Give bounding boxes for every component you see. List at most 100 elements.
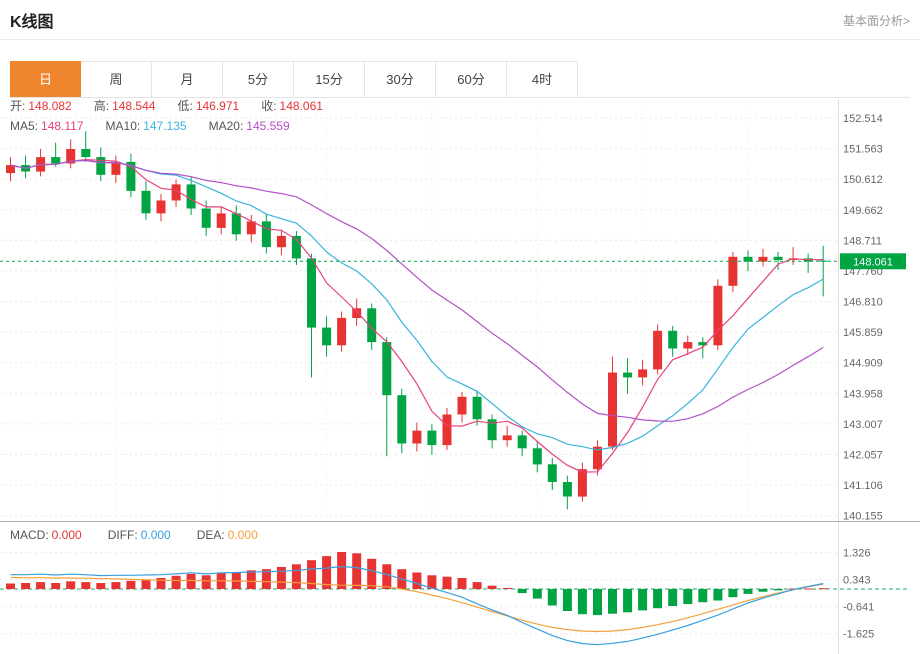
macd-bar[interactable] (427, 575, 437, 589)
candle-body[interactable] (81, 149, 91, 157)
candle-body[interactable] (186, 184, 196, 209)
candle-body[interactable] (216, 213, 226, 228)
candle-body[interactable] (593, 446, 602, 470)
macd-bar[interactable] (382, 564, 392, 589)
candle-body[interactable] (668, 330, 678, 349)
macd-bar[interactable] (337, 552, 347, 589)
macd-bar[interactable] (773, 589, 783, 591)
macd-chart[interactable]: 1.326 0.343 -0.641 -1.625 (0, 522, 920, 654)
macd-bar[interactable] (743, 589, 753, 594)
macd-bar[interactable] (322, 556, 332, 589)
macd-bar[interactable] (367, 558, 377, 589)
macd-bar[interactable] (141, 579, 151, 589)
candle-body[interactable] (623, 372, 633, 378)
candle-body[interactable] (397, 395, 407, 444)
macd-bar[interactable] (547, 589, 557, 606)
macd-bar[interactable] (276, 567, 286, 589)
candle-body[interactable] (442, 414, 452, 446)
candle-body[interactable] (743, 256, 753, 262)
candle-body[interactable] (367, 308, 377, 343)
candlestick-chart[interactable]: 152.514151.563150.612149.662148.711147.7… (0, 100, 920, 522)
candle-body[interactable] (773, 256, 783, 260)
candle-body[interactable] (502, 435, 512, 441)
candle-body[interactable] (653, 330, 663, 370)
candle-body[interactable] (728, 256, 738, 286)
macd-bar[interactable] (126, 580, 136, 589)
candle-body[interactable] (457, 396, 467, 415)
candle-body[interactable] (517, 435, 527, 449)
tab-月[interactable]: 月 (152, 61, 223, 97)
candle-body[interactable] (577, 469, 587, 497)
macd-bar[interactable] (307, 560, 316, 589)
candle-body[interactable] (547, 464, 557, 482)
fundamental-analysis-link[interactable]: 基本面分析> (842, 13, 910, 28)
macd-bar[interactable] (653, 589, 663, 609)
macd-bar[interactable] (517, 589, 527, 594)
candle-body[interactable] (352, 308, 362, 318)
candle-body[interactable] (713, 285, 723, 346)
candle-body[interactable] (156, 200, 166, 214)
macd-bar[interactable] (201, 575, 211, 589)
candle-body[interactable] (322, 327, 332, 346)
candle-body[interactable] (698, 342, 708, 346)
macd-bar[interactable] (6, 583, 15, 590)
macd-bar[interactable] (261, 569, 271, 589)
candle-body[interactable] (261, 221, 271, 248)
macd-bar[interactable] (532, 589, 542, 599)
macd-bar[interactable] (758, 589, 768, 592)
tab-周[interactable]: 周 (81, 61, 152, 97)
candle-body[interactable] (683, 342, 693, 349)
macd-bar[interactable] (171, 575, 181, 589)
macd-bar[interactable] (623, 589, 633, 613)
macd-bar[interactable] (713, 589, 723, 601)
macd-bar[interactable] (502, 587, 512, 589)
candle-body[interactable] (276, 235, 286, 248)
candle-body[interactable] (758, 256, 768, 262)
candle-body[interactable] (231, 213, 241, 235)
candle-body[interactable] (427, 430, 437, 446)
macd-bar[interactable] (246, 570, 256, 589)
macd-bar[interactable] (111, 582, 121, 589)
macd-bar[interactable] (36, 582, 46, 589)
macd-bar[interactable] (593, 589, 602, 616)
macd-bar[interactable] (21, 583, 31, 589)
tab-日[interactable]: 日 (10, 61, 81, 97)
candle-body[interactable] (562, 482, 572, 497)
tab-30分[interactable]: 30分 (365, 61, 436, 97)
candle-body[interactable] (472, 396, 482, 420)
macd-bar[interactable] (442, 576, 452, 589)
tab-4时[interactable]: 4时 (507, 61, 578, 97)
macd-bar[interactable] (728, 589, 738, 598)
candle-body[interactable] (96, 157, 106, 175)
macd-bar[interactable] (186, 573, 196, 589)
candle-body[interactable] (412, 430, 422, 444)
macd-bar[interactable] (683, 589, 693, 605)
candle-body[interactable] (141, 190, 151, 214)
macd-bar[interactable] (818, 588, 828, 590)
candle-body[interactable] (6, 165, 15, 174)
macd-bar[interactable] (577, 589, 587, 615)
tab-15分[interactable]: 15分 (294, 61, 365, 97)
candle-body[interactable] (638, 369, 648, 378)
macd-bar[interactable] (487, 585, 497, 589)
macd-bar[interactable] (156, 578, 166, 589)
candle-body[interactable] (487, 419, 497, 441)
candle-body[interactable] (337, 317, 347, 346)
macd-bar[interactable] (803, 588, 813, 590)
candle-body[interactable] (382, 342, 392, 396)
candle-body[interactable] (66, 149, 76, 164)
macd-bar[interactable] (81, 582, 91, 589)
macd-bar[interactable] (352, 553, 362, 589)
candle-body[interactable] (111, 161, 121, 175)
tab-60分[interactable]: 60分 (436, 61, 507, 97)
candle-body[interactable] (291, 235, 301, 259)
macd-bar[interactable] (698, 589, 708, 603)
macd-bar[interactable] (66, 581, 76, 589)
macd-bar[interactable] (562, 589, 572, 611)
macd-bar[interactable] (412, 572, 422, 590)
candle-body[interactable] (608, 372, 617, 447)
macd-bar[interactable] (96, 583, 106, 589)
tab-5分[interactable]: 5分 (223, 61, 294, 97)
macd-bar[interactable] (291, 564, 301, 589)
candle-body[interactable] (532, 448, 542, 465)
